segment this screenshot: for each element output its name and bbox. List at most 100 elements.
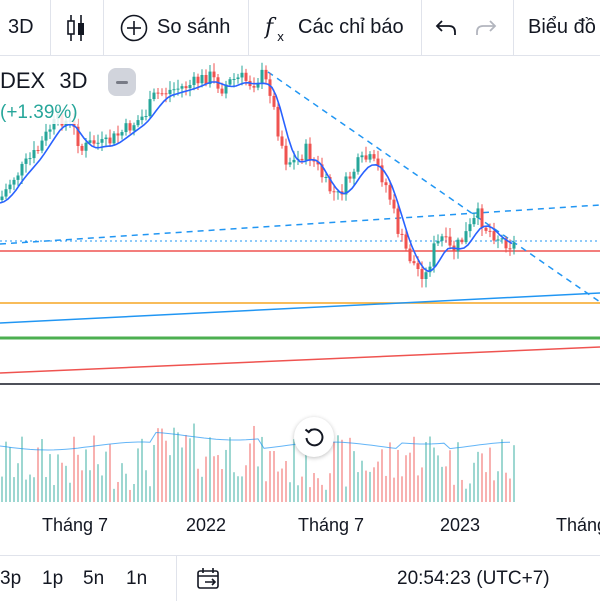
volume-bar [333,441,335,502]
trend-line [0,292,600,324]
volume-bar [429,436,431,502]
volume-bar [313,473,315,502]
volume-bar [5,441,7,502]
candle-body [92,140,96,144]
symbol-name: DEX [0,68,46,93]
range-label: 1p [42,567,64,589]
range-button[interactable]: 5n [83,556,104,601]
volume-bar [177,432,179,502]
x-axis-label: 2023 [440,515,481,535]
clock-time: 20:54:23 (UTC+7) [397,567,550,589]
candle-body [192,76,196,86]
volume-bar [477,451,479,502]
candle-body [496,239,500,241]
price-chart[interactable] [0,55,600,555]
range-button[interactable]: 3p [0,556,21,601]
goto-date-icon [197,567,219,589]
volume-bar [121,463,123,502]
reset-chart-button[interactable] [294,417,334,457]
moving-average-line [0,81,513,273]
volume-bar [417,475,419,502]
volume-bar [173,427,175,502]
candle-body [168,89,172,94]
candle-body [464,231,468,243]
candle-body [288,162,292,165]
range-button[interactable]: 1p [42,556,63,601]
candle-body [204,75,208,85]
volume-bar [257,466,259,502]
volume-bar [229,437,231,502]
volume-bar [465,488,467,502]
volume-bar [157,428,159,502]
candle-body [268,79,272,96]
candle-body [108,137,112,144]
interval-label: 3D [8,16,34,38]
chart-style-button[interactable] [66,0,86,55]
goto-date-button[interactable] [196,556,222,601]
volume-bar [133,484,135,502]
volume-bar [325,489,327,502]
volume-bar [141,438,143,502]
volume-bar [53,485,55,502]
candle-body [224,84,228,94]
candle-body [36,150,40,152]
volume-bar [317,478,319,502]
redo-icon [476,19,497,35]
range-button[interactable]: 1n [126,556,147,601]
volume-bar [469,483,471,502]
volume-bar [349,437,351,502]
toolbar-divider [50,0,51,55]
volume-bar [9,447,11,502]
volume-bar [185,434,187,502]
candle-body [0,196,4,200]
volume-bar [269,451,271,502]
undo-button[interactable] [434,0,458,55]
collapse-legend-button[interactable] [108,68,136,96]
volume-bar [297,485,299,502]
indicators-button[interactable]: f x Các chỉ báo [264,0,404,55]
compare-button[interactable]: So sánh [119,0,230,55]
volume-bar [77,454,79,502]
candle-body [80,145,84,151]
interval-button[interactable]: 3D [8,0,34,55]
candle-body [412,261,416,264]
bottom-divider [176,556,177,601]
volume-bar [397,449,399,502]
candle-body [148,99,152,117]
chart-type-button[interactable]: Biểu đồ [528,0,596,55]
volume-bar [237,476,239,502]
volume-bar [89,470,91,502]
candle-body [488,230,492,232]
volume-bar [321,484,323,502]
volume-bar [357,472,359,502]
volume-bar [265,481,267,502]
volume-bar [329,473,331,502]
candle-body [28,158,32,160]
volume-bar [69,482,71,502]
volume-bar [509,478,511,502]
candle-body [48,129,52,132]
candle-body [440,236,444,241]
volume-bar [433,447,435,502]
redo-button[interactable] [474,0,498,55]
chart-pane[interactable] [0,55,600,555]
volume-bar [29,474,31,502]
trend-line [0,204,600,245]
symbol-legend[interactable]: DEX 3D [0,68,88,94]
trend-line [0,346,600,374]
candle-body [328,177,332,192]
reset-icon [304,428,324,447]
candle-body [316,161,320,165]
volume-bar [497,471,499,502]
volume-bar [153,444,155,502]
volume-bar [513,445,515,502]
range-label: 3p [0,567,22,589]
candle-body [380,165,384,183]
candle-body [244,72,248,81]
candle-body [484,227,488,231]
candle-body [416,263,420,270]
candle-body [252,86,256,88]
clock-timezone[interactable]: 20:54:23 (UTC+7) [397,556,550,601]
volume-bar [337,435,339,502]
candle-body [396,208,400,234]
